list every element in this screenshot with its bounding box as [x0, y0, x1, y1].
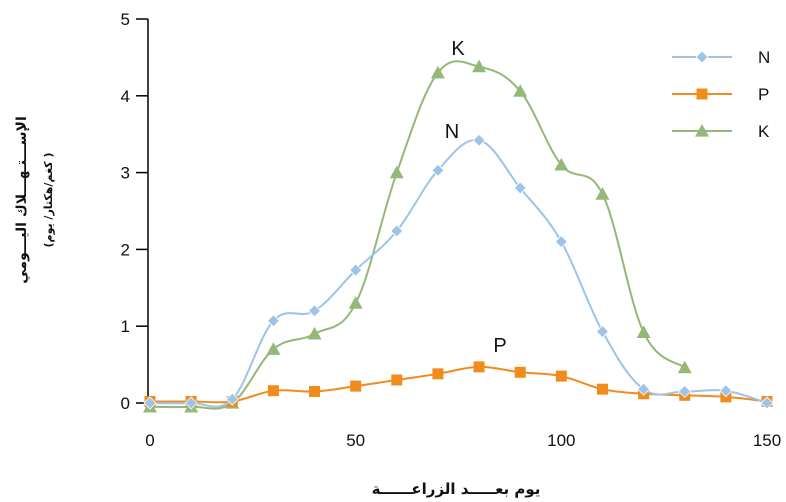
series-p-point-70	[432, 368, 444, 380]
series-p-annotation: P	[493, 335, 506, 357]
series-k-point-120	[636, 325, 651, 338]
series-p-point-80	[473, 361, 485, 373]
series-k-annotation: K	[451, 38, 465, 60]
legend-p-marker	[696, 88, 708, 100]
series-n-point-70	[431, 163, 445, 177]
y-tick-label-3: 3	[121, 164, 130, 183]
legend: NPK	[672, 48, 770, 141]
series-n-point-60	[390, 224, 404, 238]
legend-n-marker	[695, 50, 709, 64]
series-p-point-90	[514, 366, 526, 378]
y-tick-label-5: 5	[121, 10, 130, 29]
legend-item-k: K	[672, 122, 770, 141]
y-tick-label-1: 1	[121, 317, 130, 336]
legend-k-label: K	[758, 122, 770, 141]
x-tick-label-0: 0	[145, 431, 154, 450]
y-tick-label-4: 4	[121, 87, 130, 106]
series-k-line	[149, 60, 686, 410]
series-n-point-30	[266, 314, 280, 328]
legend-item-n: N	[672, 48, 770, 67]
series-k-point-90	[513, 84, 528, 97]
series-k-point-70	[430, 65, 445, 79]
x-axis-title: يوم بعـــــد الزراعــــــة	[372, 480, 541, 498]
series-k-point-40	[307, 326, 322, 340]
legend-item-p: P	[672, 85, 769, 104]
series-p-point-50	[350, 380, 362, 392]
labels-layer: N P K	[445, 38, 507, 357]
series-n-line	[149, 139, 768, 408]
series-p-point-60	[391, 374, 403, 386]
series-n-point-150	[760, 396, 774, 410]
series-n-point-130	[678, 384, 692, 399]
series-p-point-40	[309, 385, 321, 397]
series-p-point-100	[555, 370, 567, 382]
series-p-point-110	[596, 383, 608, 395]
series-n-point-110	[595, 325, 610, 339]
series-n	[143, 133, 774, 410]
series-p	[144, 361, 773, 407]
series-k-point-130	[677, 360, 692, 374]
legend-p-label: P	[758, 85, 769, 104]
series-p-point-30	[267, 385, 279, 397]
legend-k-marker	[695, 124, 709, 137]
series-k-point-30	[266, 342, 281, 355]
series-n-point-140	[719, 384, 733, 398]
series-n-point-100	[554, 235, 568, 249]
series-n-point-90	[513, 181, 527, 195]
series-n-point-80	[472, 133, 486, 147]
x-tick-label-50: 50	[346, 431, 365, 450]
series-k-point-100	[554, 157, 569, 171]
x-tick-label-100: 100	[547, 431, 575, 450]
legend-n-label: N	[758, 48, 770, 67]
series-k	[143, 59, 692, 413]
series-layer	[143, 59, 774, 413]
y-tick-label-0: 0	[121, 394, 130, 413]
series-n-point-50	[349, 263, 363, 277]
series-n-point-40	[307, 304, 322, 318]
series-k-point-80	[472, 59, 487, 73]
y-axis-unit: ( كغم/هكتار/ يوم)	[42, 152, 55, 247]
y-axis-title: الإســـتـهـــلاك اليـــومي	[14, 116, 30, 284]
series-n-point-10	[184, 396, 198, 410]
series-n-annotation: N	[445, 121, 459, 143]
series-n-point-20	[225, 392, 239, 406]
series-k-point-60	[389, 165, 404, 179]
y-tick-label-2: 2	[121, 240, 130, 259]
series-k-point-110	[595, 187, 610, 200]
series-n-point-120	[637, 382, 651, 396]
series-k-point-50	[348, 296, 363, 309]
x-tick-label-150: 150	[753, 431, 781, 450]
series-n-point-0	[143, 396, 157, 410]
